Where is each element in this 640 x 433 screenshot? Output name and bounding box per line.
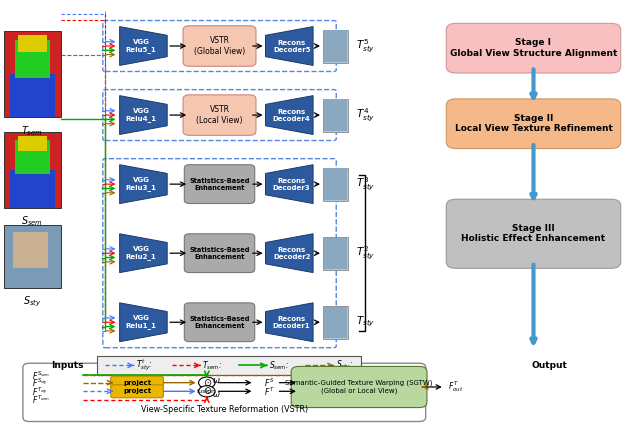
FancyBboxPatch shape <box>324 168 347 200</box>
Polygon shape <box>266 96 313 135</box>
Text: $S_{sty}$:: $S_{sty}$: <box>335 359 353 372</box>
Text: project: project <box>123 380 151 386</box>
Polygon shape <box>120 26 167 65</box>
Text: View-Specific Texture Reformation (VSTR): View-Specific Texture Reformation (VSTR) <box>141 405 308 414</box>
FancyBboxPatch shape <box>324 238 347 269</box>
FancyBboxPatch shape <box>291 366 427 407</box>
FancyBboxPatch shape <box>4 132 61 208</box>
FancyBboxPatch shape <box>324 30 347 61</box>
Polygon shape <box>120 96 167 135</box>
FancyBboxPatch shape <box>184 234 255 272</box>
Polygon shape <box>266 303 313 342</box>
Text: $F^{T_{sem}}$: $F^{T_{sem}}$ <box>33 394 51 406</box>
FancyBboxPatch shape <box>10 170 55 208</box>
Text: $T_{sem}$: $T_{sem}$ <box>22 124 44 138</box>
Text: $T_{sty}^3$: $T_{sty}^3$ <box>356 175 375 193</box>
FancyBboxPatch shape <box>183 26 256 66</box>
FancyBboxPatch shape <box>323 29 348 62</box>
Text: Recons
Decoder4: Recons Decoder4 <box>273 109 310 122</box>
Text: project: project <box>123 388 151 394</box>
Text: $T_{sty}^5$: $T_{sty}^5$ <box>356 37 375 55</box>
Text: $T_{sty}^4$: $T_{sty}^4$ <box>356 107 375 124</box>
Text: $S_{sty}$: $S_{sty}$ <box>23 294 42 309</box>
Text: VSTR
(Local View): VSTR (Local View) <box>196 105 243 125</box>
Text: Semantic-Guided Texture Warping (SGTW)
(Global or Local View): Semantic-Guided Texture Warping (SGTW) (… <box>285 380 433 394</box>
FancyBboxPatch shape <box>4 225 61 288</box>
Text: $F^{T_{sty}}$: $F^{T_{sty}}$ <box>33 385 49 397</box>
Text: Inputs: Inputs <box>51 361 84 370</box>
Text: $S_{sem}$: $S_{sem}$ <box>21 214 44 228</box>
FancyBboxPatch shape <box>15 39 49 78</box>
FancyBboxPatch shape <box>15 140 49 174</box>
Text: $T_{sty}^2$: $T_{sty}^2$ <box>356 245 375 262</box>
Text: $\omega$: $\omega$ <box>212 390 221 399</box>
Text: $F_{out}^T$: $F_{out}^T$ <box>448 380 463 394</box>
FancyBboxPatch shape <box>323 237 348 270</box>
FancyBboxPatch shape <box>324 100 347 131</box>
FancyBboxPatch shape <box>13 232 48 268</box>
Circle shape <box>198 377 215 388</box>
FancyBboxPatch shape <box>446 23 621 73</box>
FancyBboxPatch shape <box>446 99 621 149</box>
Text: $T_{sty}^t$:: $T_{sty}^t$: <box>136 358 153 373</box>
FancyBboxPatch shape <box>323 99 348 132</box>
Text: ⊙: ⊙ <box>203 386 211 396</box>
Text: Stage II
Local View Texture Refinement: Stage II Local View Texture Refinement <box>454 114 612 133</box>
FancyBboxPatch shape <box>18 136 47 151</box>
Text: Output: Output <box>531 361 567 370</box>
Text: $F^T$: $F^T$ <box>264 385 275 397</box>
Text: Statistics-Based
Enhancement: Statistics-Based Enhancement <box>189 247 250 260</box>
FancyBboxPatch shape <box>184 303 255 342</box>
Polygon shape <box>120 303 167 342</box>
Text: Statistics-Based
Enhancement: Statistics-Based Enhancement <box>189 178 250 191</box>
Polygon shape <box>120 165 167 204</box>
FancyBboxPatch shape <box>324 307 347 338</box>
Text: $T_{sem}$:: $T_{sem}$: <box>202 359 223 372</box>
Text: $T_{sty}$: $T_{sty}$ <box>356 315 375 330</box>
Text: $F^S$: $F^S$ <box>264 376 275 389</box>
Text: $\omega$: $\omega$ <box>212 376 221 385</box>
Text: VGG
Relu1_1: VGG Relu1_1 <box>125 315 156 329</box>
FancyBboxPatch shape <box>184 165 255 204</box>
Text: $S_{sem}$:: $S_{sem}$: <box>269 359 289 372</box>
Polygon shape <box>266 234 313 273</box>
Text: $F^{S_{sem}}$: $F^{S_{sem}}$ <box>33 369 51 381</box>
Text: Recons
Decoder5: Recons Decoder5 <box>273 39 310 52</box>
Polygon shape <box>266 165 313 204</box>
FancyBboxPatch shape <box>111 385 163 398</box>
Polygon shape <box>120 234 167 273</box>
Text: ⊙: ⊙ <box>203 378 211 388</box>
Text: fusion: fusion <box>197 389 216 394</box>
FancyBboxPatch shape <box>4 31 61 117</box>
FancyBboxPatch shape <box>323 168 348 200</box>
Text: Stage III
Holistic Effect Enhancement: Stage III Holistic Effect Enhancement <box>461 224 605 243</box>
FancyBboxPatch shape <box>97 356 361 375</box>
Text: VGG
Relu2_1: VGG Relu2_1 <box>125 246 156 260</box>
Text: VGG
Relu3_1: VGG Relu3_1 <box>125 177 156 191</box>
Text: VGG
Relu5_1: VGG Relu5_1 <box>125 39 156 53</box>
Text: Stage I
Global View Structure Alignment: Stage I Global View Structure Alignment <box>450 39 617 58</box>
FancyBboxPatch shape <box>23 363 426 421</box>
Text: Recons
Decoder2: Recons Decoder2 <box>273 247 310 260</box>
Text: Recons
Decoder1: Recons Decoder1 <box>273 316 310 329</box>
Text: $F^{S_{sty}}$: $F^{S_{sty}}$ <box>33 376 49 389</box>
FancyBboxPatch shape <box>111 376 163 389</box>
Text: VGG
Relu4_1: VGG Relu4_1 <box>125 108 157 122</box>
FancyBboxPatch shape <box>446 199 621 268</box>
Polygon shape <box>266 26 313 65</box>
Text: Recons
Decoder3: Recons Decoder3 <box>273 178 310 191</box>
FancyBboxPatch shape <box>183 95 256 136</box>
Text: Statistics-Based
Enhancement: Statistics-Based Enhancement <box>189 316 250 329</box>
Text: VSTR
(Global View): VSTR (Global View) <box>194 36 245 56</box>
Circle shape <box>198 386 215 397</box>
FancyBboxPatch shape <box>18 35 47 52</box>
FancyBboxPatch shape <box>10 74 55 117</box>
FancyBboxPatch shape <box>323 306 348 339</box>
